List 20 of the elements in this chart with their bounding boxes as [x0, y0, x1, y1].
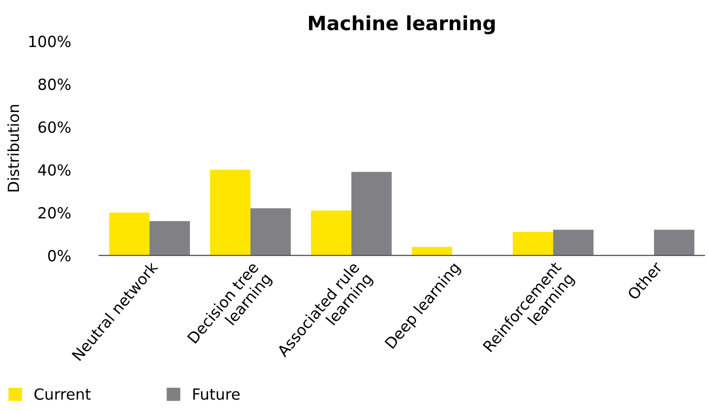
bar: [310, 210, 352, 256]
bar: [654, 230, 694, 256]
y-tick-label: 20%: [38, 207, 70, 219]
y-tick-label: 60%: [38, 121, 70, 133]
y-axis-title: Distribution: [7, 105, 20, 192]
bar: [250, 208, 291, 256]
bar: [109, 212, 150, 256]
chart-title: Machine learning: [309, 15, 495, 34]
legend-label: Current: [34, 388, 91, 400]
bar: [210, 170, 250, 256]
bar: [412, 246, 452, 256]
bar: [512, 232, 554, 256]
y-tick-label: 40%: [38, 164, 70, 176]
y-tick-label: 80%: [38, 78, 70, 90]
legend-label: Future: [193, 388, 240, 400]
bar: [351, 172, 392, 256]
y-tick-label: 0%: [48, 250, 70, 262]
bar: [553, 230, 594, 256]
y-tick-label: 100%: [29, 36, 70, 48]
bar: [150, 221, 190, 256]
